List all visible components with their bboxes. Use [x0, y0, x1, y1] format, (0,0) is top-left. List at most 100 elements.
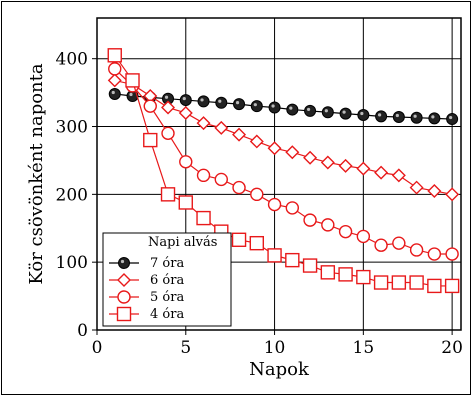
data-point	[373, 275, 389, 290]
data-point	[196, 168, 211, 183]
data-point	[409, 243, 424, 257]
data-point	[249, 134, 264, 149]
y-tick-label: 400	[56, 50, 88, 70]
data-point	[445, 247, 459, 261]
data-point	[339, 107, 352, 120]
data-point	[267, 248, 282, 263]
marker-highlight	[129, 92, 133, 97]
data-point	[250, 187, 264, 202]
data-point	[303, 213, 317, 227]
data-point	[286, 103, 299, 116]
series-3	[107, 48, 460, 294]
data-point	[267, 141, 282, 156]
data-point	[267, 197, 282, 212]
data-point	[179, 155, 193, 169]
data-point	[410, 111, 423, 124]
x-tick-label: 15	[353, 338, 375, 358]
data-point	[338, 224, 353, 239]
marker-highlight	[342, 110, 346, 114]
data-point	[232, 180, 246, 195]
data-point	[409, 180, 424, 195]
marker-highlight	[360, 111, 364, 116]
data-point	[178, 105, 193, 120]
legend-entry: 5 óra	[109, 290, 184, 305]
data-point	[161, 100, 176, 115]
data-point	[107, 73, 122, 88]
data-point	[427, 247, 442, 261]
legend-entry: 6 óra	[109, 273, 184, 288]
marker-highlight	[271, 104, 275, 108]
data-point	[231, 232, 247, 247]
data-point	[427, 278, 442, 294]
data-point	[409, 275, 424, 290]
marker-highlight	[395, 113, 399, 118]
legend-marker	[116, 306, 132, 322]
data-point	[428, 112, 441, 125]
data-point	[160, 187, 176, 202]
data-point	[107, 48, 122, 63]
y-tick-label: 200	[56, 185, 88, 205]
marker-highlight	[120, 259, 125, 264]
marker-highlight	[253, 103, 257, 107]
data-point	[125, 73, 140, 88]
data-point	[268, 101, 281, 114]
legend-title: Napi alvás	[148, 235, 217, 250]
plot-area	[96, 17, 462, 331]
marker-highlight	[431, 115, 435, 119]
legend-marker	[118, 257, 130, 269]
data-point	[392, 111, 405, 124]
marker-highlight	[200, 98, 204, 102]
x-axis-label: Napok	[249, 359, 310, 380]
data-point	[446, 113, 459, 126]
data-point	[356, 229, 371, 244]
data-point	[445, 187, 460, 202]
legend-label: 6 óra	[150, 273, 184, 288]
data-point	[214, 120, 229, 135]
legend-label: 4 óra	[150, 307, 184, 322]
data-point	[321, 106, 334, 119]
data-point	[178, 195, 193, 210]
data-point	[391, 275, 407, 290]
data-point	[196, 210, 211, 226]
marker-highlight	[289, 106, 293, 110]
x-tick-label: 10	[264, 338, 286, 358]
data-point	[143, 132, 158, 148]
x-tick-label: 20	[441, 338, 463, 358]
y-tick-label: 300	[56, 118, 88, 138]
data-point	[374, 238, 388, 252]
data-point	[320, 155, 335, 170]
data-point	[356, 269, 371, 285]
series-2	[108, 62, 459, 261]
marker-highlight	[164, 95, 169, 99]
data-point	[375, 110, 388, 123]
y-axis-label: Kör csövönként naponta	[26, 63, 47, 284]
data-point	[161, 126, 175, 141]
data-point	[320, 265, 336, 280]
marker-highlight	[449, 115, 453, 120]
series-1	[107, 73, 460, 202]
marker-highlight	[182, 96, 186, 101]
data-point	[179, 94, 192, 107]
series-0	[108, 87, 459, 126]
legend-label: 7 óra	[150, 256, 184, 271]
data-point	[108, 87, 121, 100]
x-tick-label: 5	[180, 338, 191, 358]
legend: Napi alvás 7 óra 6 óra 5 óra 4 óra	[102, 232, 232, 327]
data-point	[356, 161, 371, 176]
data-point	[338, 158, 353, 173]
data-point	[391, 168, 406, 183]
legend-marker	[117, 273, 131, 287]
marker-highlight	[324, 109, 328, 113]
legend-label: 5 óra	[150, 290, 184, 305]
data-point	[302, 258, 318, 273]
data-point	[249, 235, 265, 251]
y-tick-label: 0	[77, 321, 88, 341]
marker-highlight	[218, 99, 222, 103]
data-point	[108, 62, 122, 76]
x-tick-label: 0	[92, 338, 103, 358]
legend-entry: 4 óra	[109, 306, 184, 322]
marker-highlight	[413, 114, 417, 118]
data-point	[196, 116, 211, 131]
